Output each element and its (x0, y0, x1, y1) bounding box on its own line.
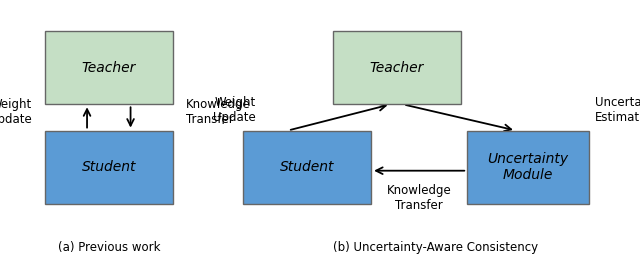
Text: Weight
Update: Weight Update (213, 96, 256, 124)
FancyBboxPatch shape (467, 130, 589, 204)
FancyBboxPatch shape (243, 130, 371, 204)
Text: Teacher: Teacher (370, 61, 424, 75)
Text: Weight
Update: Weight Update (0, 98, 32, 126)
Text: Uncertainty
Estimation: Uncertainty Estimation (595, 96, 640, 124)
FancyBboxPatch shape (45, 130, 173, 204)
Text: Student: Student (280, 160, 335, 174)
Text: (b) Uncertainty-Aware Consistency: (b) Uncertainty-Aware Consistency (333, 241, 538, 254)
FancyBboxPatch shape (333, 31, 461, 104)
Text: Knowledge
Transfer: Knowledge Transfer (186, 98, 250, 126)
Text: Uncertainty
Module: Uncertainty Module (488, 152, 568, 182)
Text: Teacher: Teacher (82, 61, 136, 75)
Text: (a) Previous work: (a) Previous work (58, 241, 160, 254)
Text: Knowledge
Transfer: Knowledge Transfer (387, 184, 452, 212)
Text: Student: Student (81, 160, 136, 174)
FancyBboxPatch shape (45, 31, 173, 104)
